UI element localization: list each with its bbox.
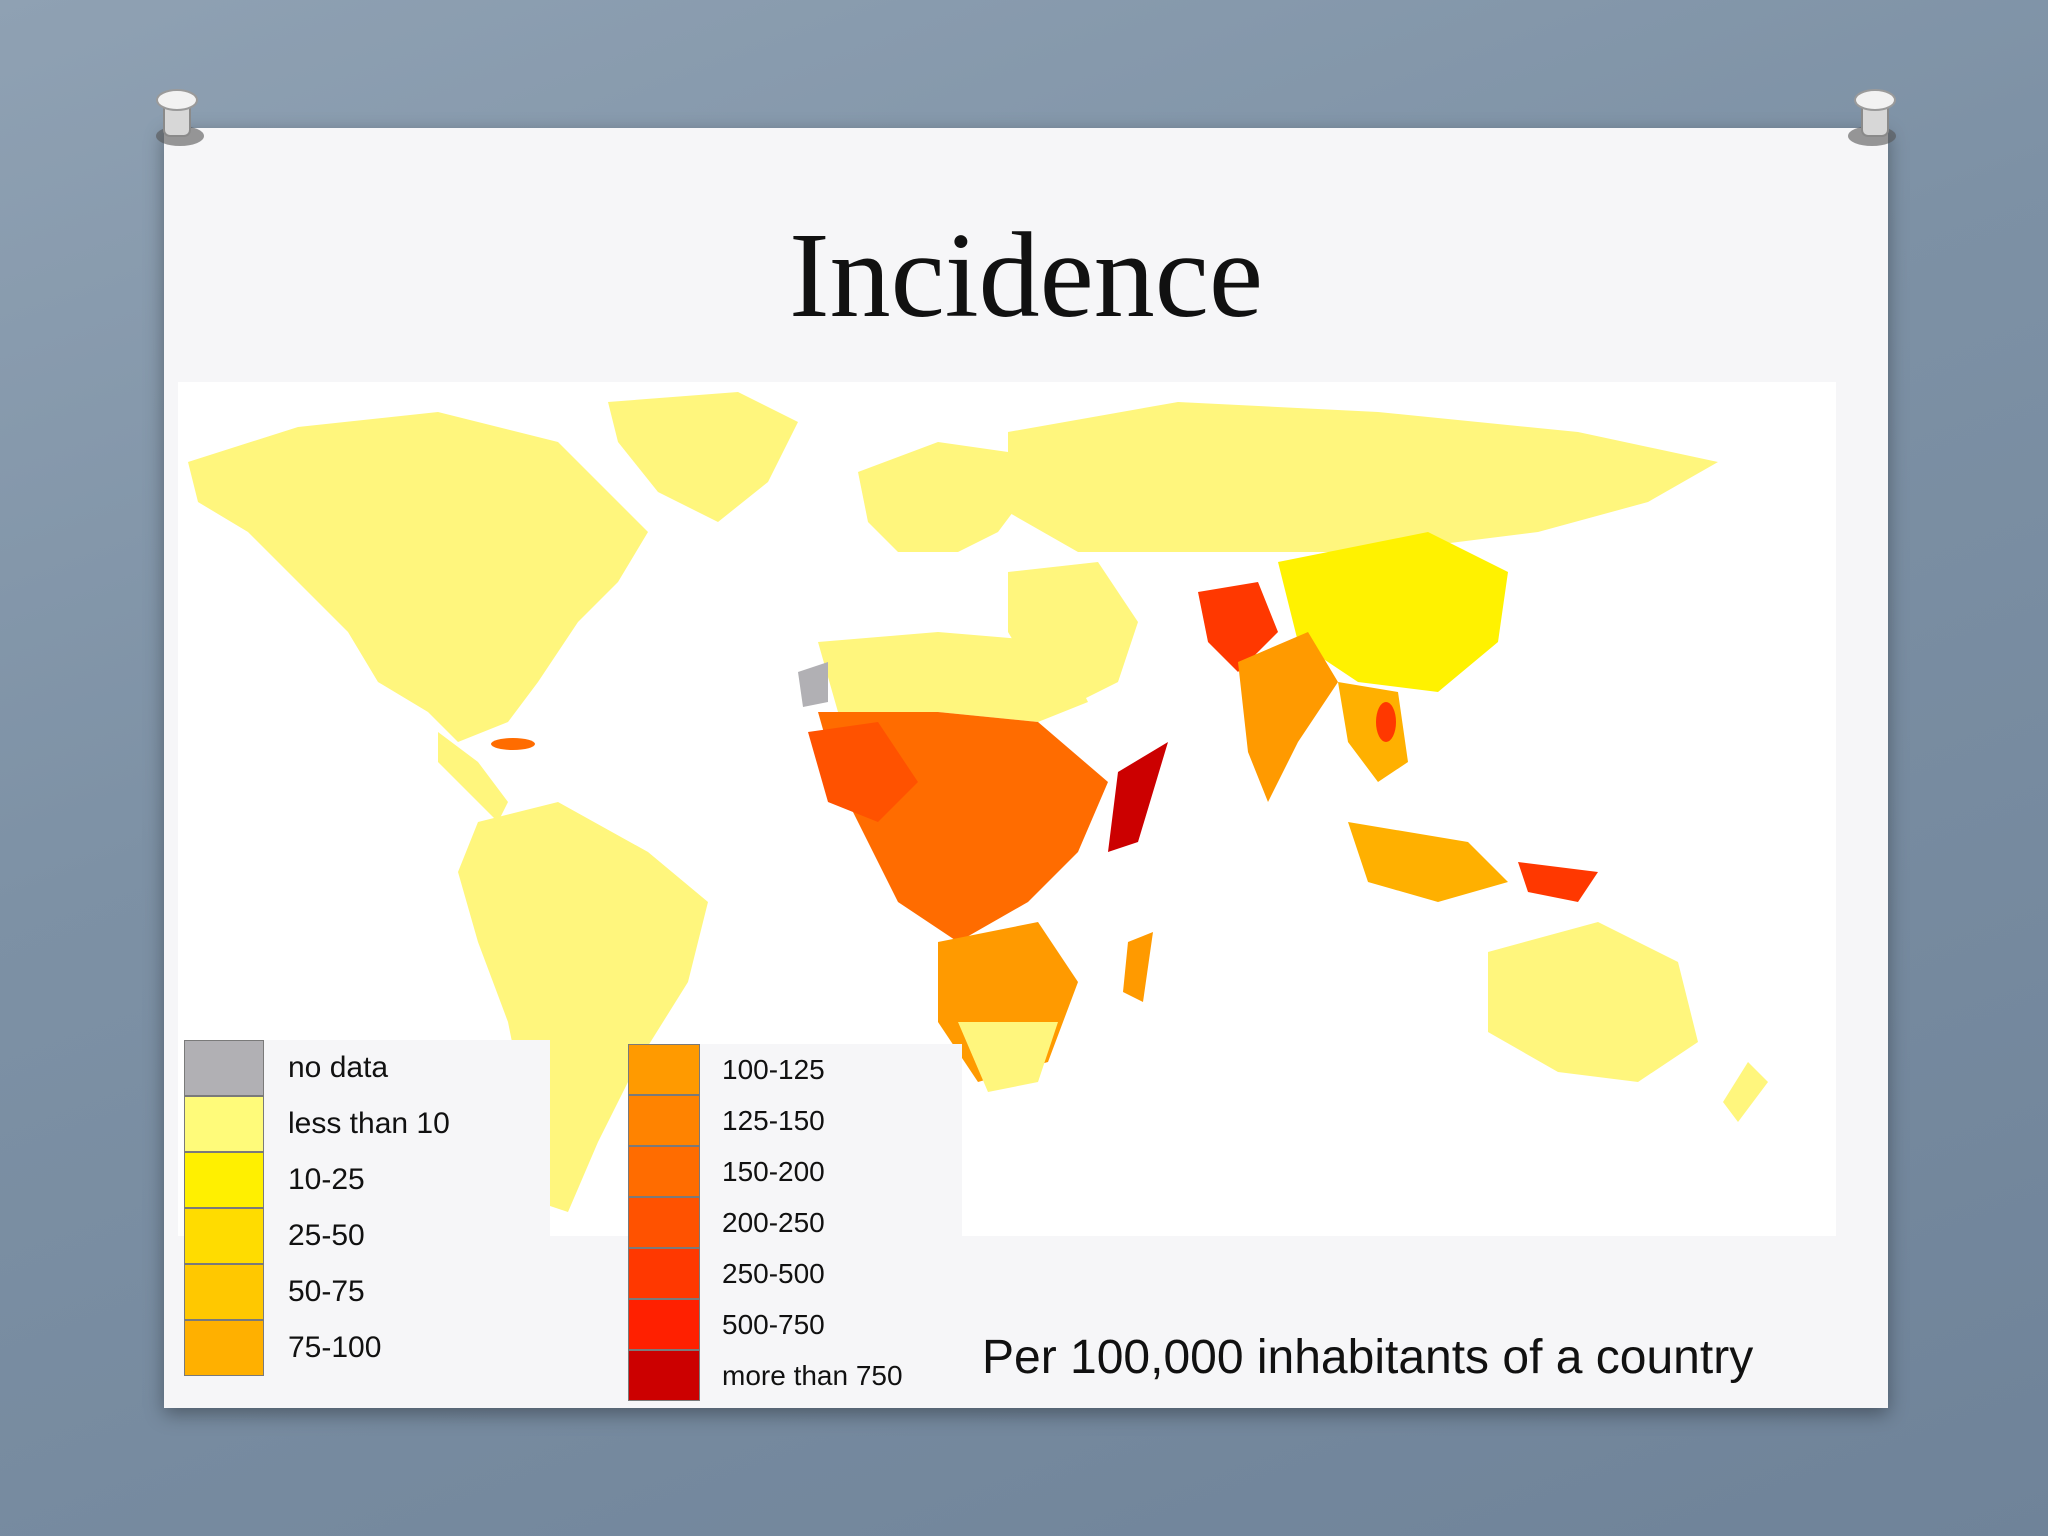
legend-swatch [184, 1152, 264, 1208]
legend-label: less than 10 [288, 1107, 450, 1140]
legend-swatch [628, 1299, 700, 1350]
region-north-africa [818, 632, 1088, 722]
legend-low: no data less than 10 10-25 25-50 50-75 7… [184, 1040, 550, 1378]
region-northern-asia [1008, 402, 1718, 552]
legend-item: 500-750 [628, 1299, 825, 1350]
map-caption: Per 100,000 inhabitants of a country [982, 1331, 1754, 1384]
region-australia [1488, 922, 1698, 1082]
legend-item: less than 10 [184, 1096, 450, 1152]
legend-label: 75-100 [288, 1331, 382, 1364]
legend-label: 125-150 [722, 1104, 825, 1136]
legend-item: 150-200 [628, 1146, 825, 1197]
region-north-america [188, 412, 648, 742]
legend-item: 25-50 [184, 1208, 365, 1264]
region-west-africa [808, 722, 918, 822]
legend-high: 100-125 125-150 150-200 200-250 250-500 … [628, 1044, 962, 1404]
legend-item: 10-25 [184, 1152, 365, 1208]
legend-item: no data [184, 1040, 388, 1096]
legend-swatch [628, 1197, 700, 1248]
legend-item: 250-500 [628, 1248, 825, 1299]
region-india [1238, 632, 1338, 802]
legend-swatch [184, 1096, 264, 1152]
region-new-zealand [1723, 1062, 1768, 1122]
legend-label: 10-25 [288, 1163, 365, 1196]
slide: Incidence [164, 128, 1888, 1408]
region-south-africa [958, 1022, 1058, 1092]
region-somalia [1108, 742, 1168, 852]
region-china [1278, 532, 1508, 692]
region-cambodia [1376, 702, 1396, 742]
legend-label: 250-500 [722, 1257, 825, 1289]
legend-label: 200-250 [722, 1206, 825, 1238]
legend-swatch [184, 1264, 264, 1320]
legend-label: 500-750 [722, 1308, 825, 1340]
legend-swatch [628, 1350, 700, 1401]
region-south-america [458, 802, 708, 1212]
region-caribbean [491, 738, 535, 750]
legend-item: 75-100 [184, 1320, 381, 1376]
legend-label: more than 750 [722, 1359, 903, 1391]
legend-item: 100-125 [628, 1044, 825, 1095]
pushpin-icon [156, 89, 204, 146]
region-western-sahara [798, 662, 828, 707]
region-madagascar [1123, 932, 1153, 1002]
legend-label: no data [288, 1051, 389, 1084]
region-papua [1518, 862, 1598, 902]
legend-swatch [628, 1248, 700, 1299]
legend-item: more than 750 [628, 1350, 903, 1401]
region-southeast-asia [1338, 682, 1408, 782]
legend-item: 50-75 [184, 1264, 365, 1320]
region-greenland [608, 392, 798, 522]
region-europe [858, 442, 1028, 552]
legend-swatch [184, 1040, 264, 1096]
legend-label: 50-75 [288, 1275, 365, 1308]
legend-label: 150-200 [722, 1155, 825, 1187]
legend-swatch [628, 1095, 700, 1146]
legend-swatch [628, 1146, 700, 1197]
legend-label: 100-125 [722, 1053, 825, 1085]
pushpin-icon [1848, 89, 1896, 146]
legend-item: 200-250 [628, 1197, 825, 1248]
legend-label: 25-50 [288, 1219, 365, 1252]
region-pakistan [1198, 582, 1278, 672]
region-central-america [438, 732, 508, 822]
slide-title: Incidence [788, 208, 1264, 343]
region-indonesia [1348, 822, 1508, 902]
legend-swatch [628, 1044, 700, 1095]
legend-swatch [184, 1320, 264, 1376]
legend-item: 125-150 [628, 1095, 825, 1146]
legend-swatch [184, 1208, 264, 1264]
